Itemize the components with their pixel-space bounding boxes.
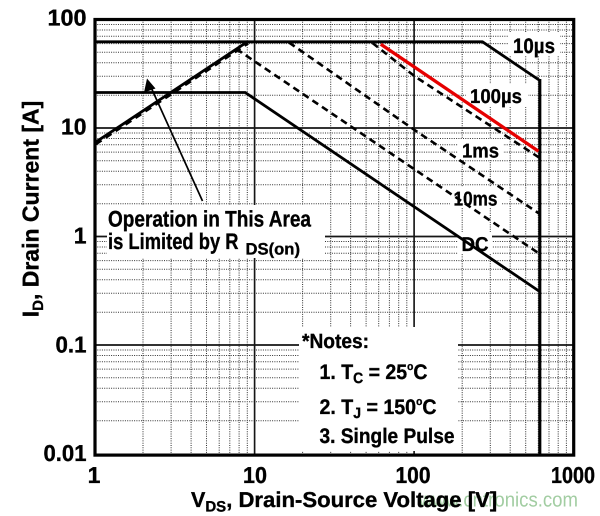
svg-text:100: 100: [396, 462, 431, 488]
svg-text:DC: DC: [462, 234, 489, 256]
svg-text:1: 1: [74, 223, 87, 249]
svg-text:10ms: 10ms: [454, 189, 498, 211]
svg-text:100µs: 100µs: [470, 86, 522, 108]
svg-text:1000: 1000: [551, 462, 595, 488]
svg-text:Operation in This Area: Operation in This Area: [108, 207, 311, 232]
svg-text:3. Single Pulse: 3. Single Pulse: [320, 425, 455, 448]
svg-text:1: 1: [88, 462, 101, 488]
svg-text:ID, Drain Current [A]: ID, Drain Current [A]: [18, 101, 48, 318]
svg-text:10µs: 10µs: [513, 35, 555, 58]
svg-text:10: 10: [61, 114, 87, 140]
svg-text:2. TJ = 150oC: 2. TJ = 150oC: [320, 396, 437, 422]
svg-text:0.1: 0.1: [56, 332, 87, 358]
svg-text:10: 10: [243, 462, 267, 488]
svg-text:VDS, Drain-Source Voltage [V]: VDS, Drain-Source Voltage [V]: [191, 488, 497, 516]
svg-text:1ms: 1ms: [462, 141, 499, 163]
svg-text:www.cntronics.com: www.cntronics.com: [418, 489, 578, 512]
svg-text:DS(on): DS(on): [246, 241, 301, 259]
svg-text:0.01: 0.01: [44, 440, 87, 466]
svg-text:is Limited by R: is Limited by R: [108, 229, 239, 254]
svg-text:100: 100: [48, 5, 87, 31]
svg-text:*Notes:: *Notes:: [302, 330, 369, 353]
